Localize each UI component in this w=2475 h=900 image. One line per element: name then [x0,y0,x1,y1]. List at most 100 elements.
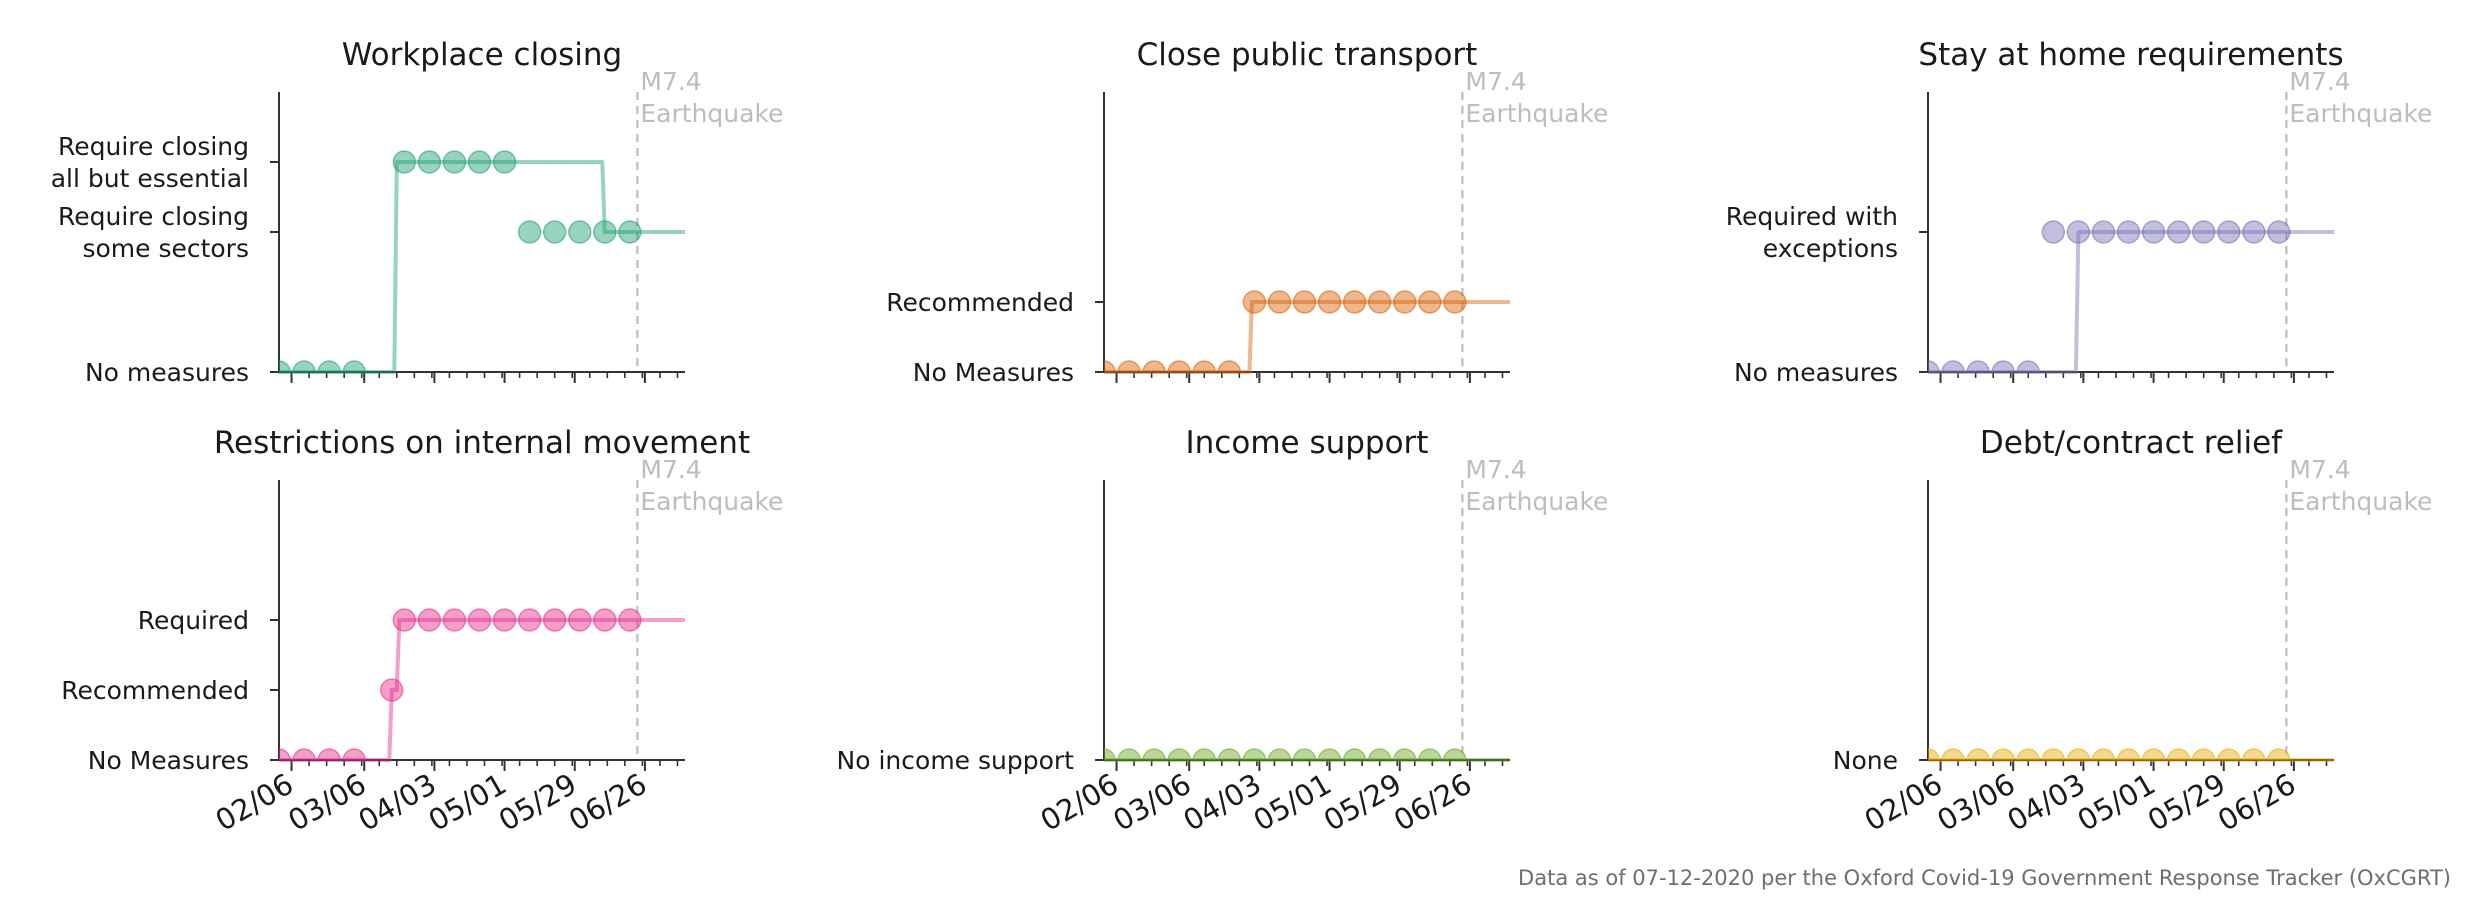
series-markers [1928,748,2291,760]
series-line [1928,230,2334,374]
data-point [1117,748,1141,760]
data-point [1167,748,1191,760]
data-point [1342,748,1367,760]
series-markers [279,608,642,760]
data-point [618,220,642,244]
data-point [618,608,642,632]
data-point [1142,748,1166,760]
earthquake-label: M7.4 [2289,455,2350,484]
x-tick-label: 06/26 [563,767,652,838]
x-tick-label: 05/01 [1248,767,1337,838]
earthquake-label: M7.4 [1465,67,1526,96]
data-point [1142,360,1166,372]
data-point [2242,748,2266,760]
x-tick-label: 04/03 [353,767,442,838]
y-tick-label: Recommended [886,288,1074,317]
data-point [1167,360,1191,372]
data-point [1267,290,1292,314]
data-point [279,360,291,372]
chart-panel-3: Stay at home requirements No measures Requ… [1726,37,2433,387]
data-point [1941,748,1965,760]
earthquake-label: M7.4 [2289,67,2350,96]
earthquake-label: M7.4 [640,67,701,96]
y-tick-label: No Measures [913,358,1074,387]
data-point [2191,748,2216,760]
chart-panel-5: Income support No income support02/0603/0… [837,425,1609,838]
y-tick-label: None [1833,746,1898,775]
data-point [2267,748,2291,760]
data-point [2016,748,2040,760]
chart-title: Restrictions on internal movement [214,425,750,461]
chart-panel-4: Restrictions on internal movement No Meas… [61,425,783,838]
data-point [317,360,341,372]
data-point [1217,360,1242,372]
series-line [279,618,685,762]
data-point [1941,360,1965,372]
data-point [2267,220,2291,244]
data-point [342,748,366,760]
data-point [2191,220,2216,244]
x-tick-label: 05/29 [1318,767,1407,838]
earthquake-label: Earthquake [1465,487,1608,516]
data-point [442,150,467,174]
data-point [2041,220,2066,244]
y-tick-label: Require closing [58,202,249,231]
y-tick-label: Require closing [58,132,249,161]
data-point [317,748,341,760]
series-markers [1104,748,1467,760]
x-tick-label: 02/06 [210,767,299,838]
data-point [1928,360,1940,372]
data-point [1117,360,1141,372]
y-tick-label: all but essential [51,164,249,193]
chart-panel-2: Close public transport No Measures Recomme… [886,37,1608,387]
data-point [2066,748,2091,760]
y-tick-label: exceptions [1763,234,1898,263]
data-point [1392,290,1417,314]
series-markers [279,150,642,372]
data-point [292,360,316,372]
y-tick-label: Required with [1726,202,1898,231]
data-point [1217,748,1242,760]
y-tick-label: No Measures [88,746,249,775]
data-point [1292,290,1317,314]
data-point [392,150,417,174]
data-point [2141,220,2166,244]
data-point [2216,220,2241,244]
data-point [417,150,442,174]
y-tick-label: No income support [837,746,1075,775]
data-point [2091,748,2116,760]
y-tick-label: No measures [1734,358,1898,387]
data-point [517,608,542,632]
data-point [492,608,517,632]
data-point [1104,360,1116,372]
data-point [1317,748,1342,760]
earthquake-label: Earthquake [640,487,783,516]
x-tick-label: 06/26 [1388,767,1477,838]
chart-title: Close public transport [1137,37,1478,73]
data-point [2216,748,2241,760]
data-point [1991,748,2015,760]
data-point [442,608,467,632]
x-tick-label: 03/06 [1931,767,2020,838]
data-point [1443,290,1467,314]
data-point [417,608,442,632]
data-point [1392,748,1417,760]
chart-title: Debt/contract relief [1980,425,2283,461]
data-point [1242,748,1267,760]
data-point [567,220,592,244]
earthquake-label: Earthquake [2289,99,2432,128]
data-point [1242,290,1267,314]
earthquake-label: M7.4 [640,455,701,484]
series-markers [1928,220,2291,372]
x-tick-label: 05/29 [493,767,582,838]
earthquake-label: Earthquake [640,99,783,128]
x-tick-label: 05/29 [2142,767,2231,838]
y-tick-label: No measures [85,358,249,387]
data-point [567,608,592,632]
data-point [2242,220,2266,244]
chart-title: Workplace closing [342,37,622,73]
data-point [1928,748,1940,760]
x-tick-label: 02/06 [1035,767,1124,838]
data-point [593,220,617,244]
